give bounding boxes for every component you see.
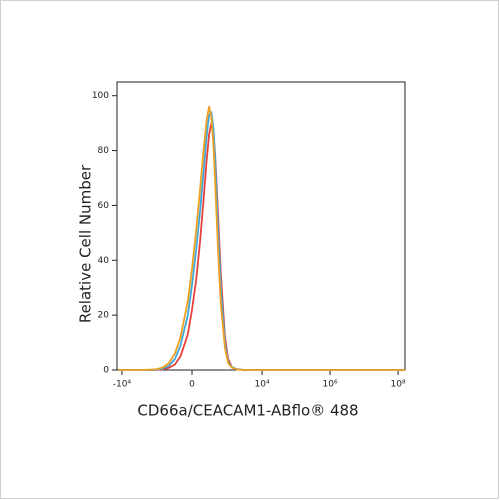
y-tick-label: 60 (98, 201, 110, 211)
x-axis-label: CD66a/CEACAM1-ABflo® 488 (137, 402, 358, 420)
y-tick-label: 40 (98, 256, 110, 266)
x-tick-label: 0 (189, 380, 195, 390)
y-tick-label: 100 (92, 91, 109, 101)
y-tick-label: 0 (103, 366, 109, 376)
x-tick-label: -10⁴ (113, 380, 132, 390)
x-tick-label: 10⁶ (323, 380, 338, 390)
x-tick-label: 10⁸ (391, 380, 406, 390)
y-axis-label: Relative Cell Number (77, 164, 95, 323)
histogram-line (118, 105, 405, 371)
y-tick-label: 20 (98, 311, 110, 321)
y-tick-label: 80 (98, 146, 110, 156)
x-tick-label: 10⁴ (255, 380, 270, 390)
